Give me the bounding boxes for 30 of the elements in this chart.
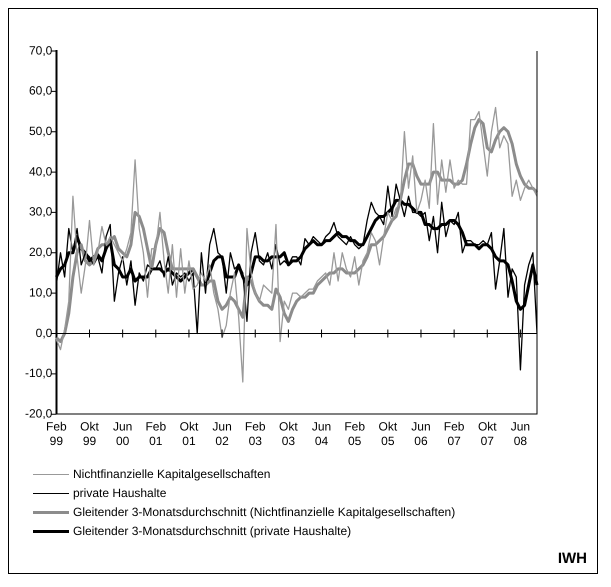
y-tick-label: 70,0 xyxy=(28,43,53,58)
y-tick-label: 10,0 xyxy=(28,285,53,300)
legend-label: private Haushalte xyxy=(73,485,166,502)
y-tick-label: 30,0 xyxy=(28,204,53,219)
x-tick-label: Feb 99 xyxy=(46,420,68,448)
x-tick-label: Jun 04 xyxy=(312,420,332,448)
x-tick-label: Feb 03 xyxy=(244,420,266,448)
text: IWH xyxy=(558,550,587,567)
y-tick-label: 40,0 xyxy=(28,164,53,178)
x-tick-label: Okt 05 xyxy=(378,420,398,448)
x-tick-label: Jun 02 xyxy=(212,420,232,448)
x-tick-label: Jun 00 xyxy=(112,420,132,448)
y-tick-label: 60,0 xyxy=(28,84,53,98)
x-tick-label: Feb 05 xyxy=(344,420,366,448)
legend-label: Gleitender 3-Monatsdurchschnitt (Nichtfinanzielle Kapitalgesellschaften) xyxy=(73,504,456,521)
x-tick-label: Feb 01 xyxy=(145,420,166,448)
x-tick-label: Okt 99 xyxy=(80,420,100,448)
y-tick-label: 50,0 xyxy=(28,124,53,138)
legend-label: Gleitender 3-Monatsdurchschnitt (private Haushalte) xyxy=(73,523,352,540)
y-tick-label: -20,0 xyxy=(24,406,53,421)
y-tick-label: 20,0 xyxy=(28,245,53,260)
x-tick-label: Jun 08 xyxy=(510,420,530,448)
x-tick-label: Okt 07 xyxy=(478,420,498,448)
x-tick-label: Okt 01 xyxy=(180,420,199,448)
y-tick-label: -10,0 xyxy=(24,366,53,380)
x-tick-label: Okt 03 xyxy=(279,420,298,448)
y-tick-label: 0,0 xyxy=(36,326,53,340)
x-tick-label: Feb 07 xyxy=(444,420,465,448)
legend-label: Nichtfinanzielle Kapitalgesellschaften xyxy=(73,466,270,483)
x-tick-label: Jun 06 xyxy=(411,420,431,448)
